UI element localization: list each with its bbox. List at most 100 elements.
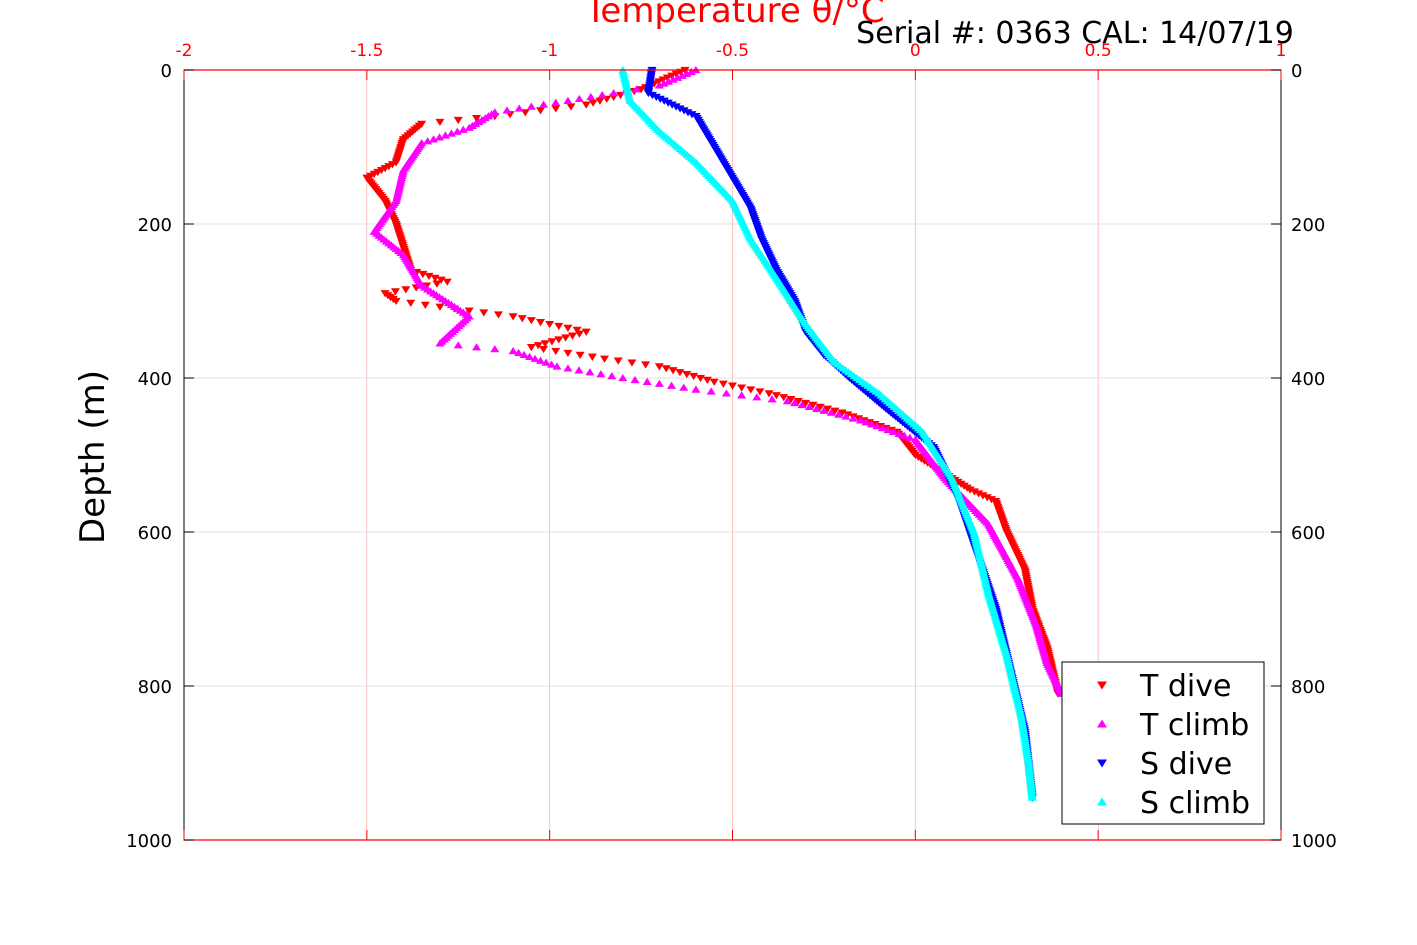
data-point — [801, 399, 811, 408]
data-point — [819, 406, 829, 414]
data-point — [823, 405, 833, 413]
data-point — [530, 354, 540, 362]
data-point — [654, 78, 664, 86]
data-point — [574, 94, 584, 103]
data-point — [848, 414, 858, 422]
x-tick-label: -2 — [176, 41, 193, 61]
data-point — [667, 381, 677, 389]
legend-entries: T dive T climb S dive S climb — [1097, 669, 1250, 821]
data-point — [804, 402, 814, 411]
data-point — [440, 131, 450, 139]
y-tick-label-right: 1000 — [1291, 831, 1337, 852]
data-point — [618, 373, 628, 382]
data-point — [563, 324, 573, 332]
data-point — [613, 357, 623, 365]
data-point — [797, 400, 807, 409]
data-point — [539, 100, 549, 108]
data-point — [575, 351, 585, 359]
data-point — [376, 166, 386, 175]
data-point — [709, 378, 719, 386]
data-point — [654, 379, 664, 387]
data-point — [755, 388, 765, 396]
data-point — [661, 365, 671, 373]
data-point — [671, 70, 681, 78]
data-point — [752, 393, 762, 401]
data-point — [472, 114, 482, 123]
y-tick-label-left: 200 — [138, 215, 172, 236]
data-point — [464, 123, 474, 131]
data-point — [435, 133, 445, 141]
series-t-climb — [369, 65, 1067, 697]
data-point — [659, 79, 669, 87]
data-point — [978, 492, 988, 500]
data-point — [517, 315, 527, 323]
data-point — [435, 303, 445, 311]
data-point — [696, 374, 706, 383]
data-point — [406, 299, 416, 307]
data-point — [905, 433, 915, 441]
data-point — [430, 274, 440, 282]
data-point — [574, 330, 584, 338]
data-point — [877, 424, 887, 432]
x-axis-title: Temperature θ/°C — [584, 0, 884, 31]
data-point — [1027, 793, 1037, 801]
x-tick-label: -1 — [541, 41, 558, 61]
data-point — [586, 92, 596, 101]
data-point — [458, 125, 468, 133]
data-point — [679, 107, 689, 115]
data-point — [883, 425, 893, 434]
data-point — [384, 163, 394, 171]
data-point — [659, 97, 669, 105]
data-point — [737, 391, 747, 399]
data-point — [587, 353, 597, 361]
data-point — [429, 135, 439, 143]
data-point — [655, 95, 665, 103]
data-points — [362, 65, 1067, 802]
x-tick-label: -0.5 — [716, 41, 749, 61]
y-tick-label-left: 400 — [138, 369, 172, 390]
data-point — [682, 371, 692, 379]
y-tick-label-right: 400 — [1291, 369, 1325, 390]
legend-marker — [1097, 681, 1107, 690]
data-point — [647, 91, 657, 100]
data-point — [595, 97, 605, 105]
data-point — [526, 102, 536, 110]
data-point — [675, 105, 685, 113]
data-point — [519, 350, 529, 359]
data-point — [563, 96, 573, 104]
serial-cal-label: Serial #: 0363 CAL: 14/07/19 — [856, 16, 1294, 51]
data-point — [493, 311, 503, 319]
data-point — [974, 490, 984, 498]
data-point — [630, 375, 640, 384]
data-point — [607, 372, 617, 380]
data-point — [585, 368, 595, 376]
data-point — [574, 366, 584, 374]
data-point — [423, 137, 433, 145]
data-point — [721, 389, 731, 397]
data-point — [432, 280, 442, 288]
data-point — [982, 494, 992, 502]
data-point — [609, 89, 619, 97]
data-point — [675, 369, 685, 377]
data-point — [667, 101, 677, 109]
data-point — [779, 394, 789, 402]
data-point — [702, 376, 712, 384]
data-point — [728, 382, 737, 390]
data-point — [899, 431, 909, 439]
data-point — [597, 90, 607, 99]
data-point — [687, 111, 697, 119]
data-point — [581, 101, 591, 109]
data-point — [435, 339, 445, 347]
data-point — [667, 72, 677, 80]
data-point — [658, 76, 668, 84]
data-point — [572, 326, 582, 334]
x-tick-label: -1.5 — [350, 41, 383, 61]
data-point — [683, 109, 693, 117]
data-point — [365, 172, 375, 180]
data-point — [682, 69, 692, 77]
series-t-dive — [362, 66, 1063, 698]
data-point — [546, 360, 556, 368]
data-point — [662, 74, 672, 82]
